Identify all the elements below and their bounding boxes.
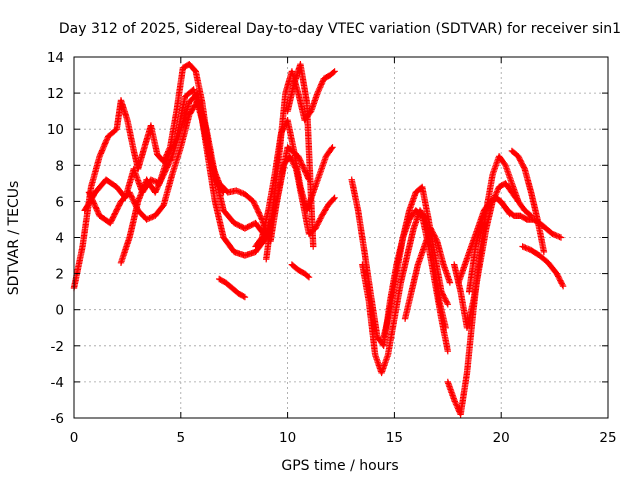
series-sat-r bbox=[455, 194, 513, 286]
y-tick-label: 14 bbox=[47, 50, 64, 66]
series-sat-a bbox=[70, 61, 227, 292]
series-sat-i bbox=[284, 61, 317, 250]
y-tick-label: 6 bbox=[55, 194, 64, 210]
series-sat-g bbox=[252, 117, 336, 250]
x-tick-label: 15 bbox=[386, 430, 403, 446]
series-sat-m bbox=[380, 183, 451, 340]
series-markers bbox=[252, 117, 336, 250]
series-markers bbox=[117, 89, 270, 266]
x-axis-label: GPS time / hours bbox=[281, 458, 398, 474]
y-tick-label: 0 bbox=[55, 303, 64, 319]
x-tick-label: 5 bbox=[177, 430, 186, 446]
series-sat-d bbox=[117, 89, 270, 266]
series-sat-n bbox=[401, 225, 454, 322]
series-sat-e bbox=[216, 275, 249, 301]
x-tick-label: 0 bbox=[70, 430, 79, 446]
y-tick-label: 10 bbox=[47, 122, 64, 138]
data-points bbox=[70, 61, 567, 418]
y-tick-labels: -6 -4 -2 0 2 4 6 8 10 12 14 bbox=[47, 50, 64, 427]
x-tick-label: 10 bbox=[279, 430, 296, 446]
x-tick-label: 25 bbox=[599, 430, 616, 446]
series-markers bbox=[288, 261, 313, 281]
series-sat-s bbox=[508, 147, 548, 256]
chart-title: Day 312 of 2025, Sidereal Day-to-day VTE… bbox=[59, 21, 621, 37]
y-tick-label: 2 bbox=[55, 267, 64, 283]
y-tick-label: -4 bbox=[51, 375, 64, 391]
series-sat-j bbox=[288, 261, 313, 281]
series-markers bbox=[70, 61, 227, 292]
series-sat-t bbox=[519, 243, 567, 290]
y-tick-label: -2 bbox=[51, 339, 64, 355]
grid-lines bbox=[74, 57, 608, 418]
x-tick-label: 20 bbox=[493, 430, 510, 446]
y-tick-label: -6 bbox=[51, 411, 64, 427]
y-tick-label: 8 bbox=[55, 158, 64, 174]
series-sat-h bbox=[267, 153, 338, 245]
x-tick-labels: 0 5 10 15 20 25 bbox=[70, 430, 617, 446]
series-sat-p bbox=[451, 180, 535, 331]
axis-ticks bbox=[73, 56, 609, 419]
y-tick-label: 12 bbox=[47, 86, 64, 102]
y-axis-label: SDTVAR / TECUs bbox=[6, 181, 22, 296]
y-tick-label: 4 bbox=[55, 231, 64, 247]
